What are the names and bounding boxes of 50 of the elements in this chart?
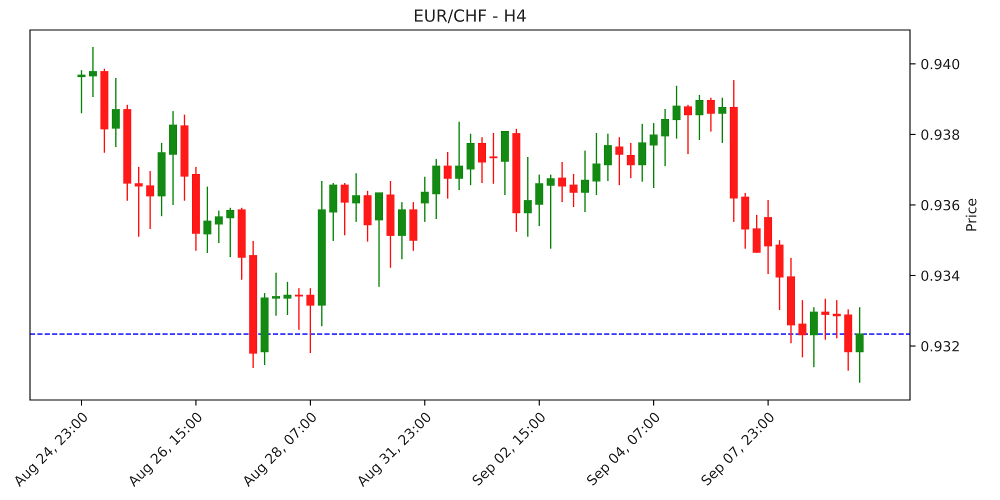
candlestick — [650, 122, 658, 189]
candlestick — [798, 299, 806, 358]
candlestick — [856, 306, 864, 384]
candlestick — [203, 186, 212, 254]
candlestick — [112, 77, 120, 148]
candlestick — [524, 156, 532, 238]
candlestick — [832, 299, 841, 339]
candlestick — [134, 166, 143, 238]
candlestick — [672, 85, 681, 140]
candlestick — [283, 281, 292, 316]
candlestick — [706, 97, 715, 132]
candlestick — [352, 172, 360, 223]
candlestick — [306, 287, 314, 354]
y-tick-label: 0.938 — [921, 129, 960, 140]
candlestick — [489, 132, 498, 184]
candlestick — [558, 161, 566, 203]
candlestick — [615, 136, 624, 186]
candlestick — [478, 136, 486, 184]
candlestick — [340, 182, 349, 236]
candlestick — [272, 272, 280, 316]
candlestick — [420, 176, 429, 223]
y-axis-title: Price — [966, 198, 976, 231]
candlestick — [810, 306, 818, 368]
y-tick-label: 0.932 — [921, 341, 959, 352]
candlestick — [294, 287, 303, 331]
candlestick — [581, 150, 589, 213]
candlestick — [752, 214, 761, 254]
candlestick — [718, 97, 726, 144]
candlestick — [684, 104, 692, 155]
candlestick — [146, 170, 154, 230]
y-tick-label: 0.934 — [921, 270, 960, 281]
candlestick — [88, 46, 97, 98]
candlestick — [821, 298, 830, 340]
candlestick — [604, 133, 612, 182]
y-tick-label: 0.940 — [921, 58, 960, 70]
candlestick — [444, 151, 452, 200]
candlestick — [546, 174, 555, 250]
candlestick — [661, 108, 670, 167]
candlestick — [214, 210, 223, 244]
candlestick — [78, 70, 86, 114]
candlestick — [570, 173, 578, 208]
chart-title: EUR/CHF - H4 — [414, 9, 526, 24]
candlestick — [226, 207, 234, 258]
candlestick — [455, 121, 464, 191]
candlestick — [626, 142, 635, 179]
candlestick — [535, 174, 544, 227]
candlestick — [695, 94, 704, 141]
candlestick — [592, 132, 600, 196]
y-tick-label: 0.936 — [921, 200, 960, 210]
candlestick — [638, 123, 646, 182]
